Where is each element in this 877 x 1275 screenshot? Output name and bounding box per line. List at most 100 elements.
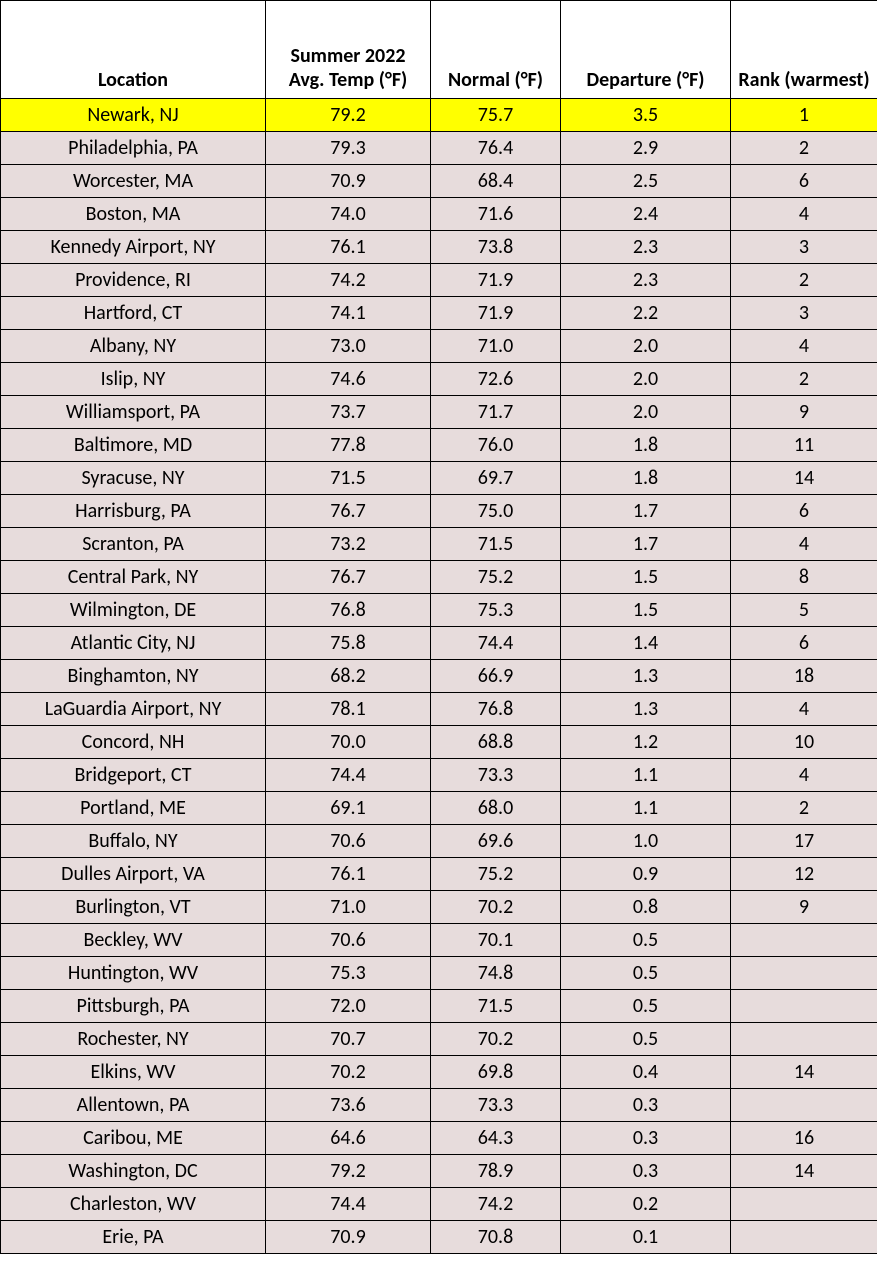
table-row: Erie, PA70.970.80.1 (1, 1221, 877, 1254)
cell-avg: 78.1 (266, 693, 431, 726)
cell-departure: 2.2 (561, 297, 731, 330)
cell-location: Worcester, MA (1, 165, 266, 198)
cell-avg: 74.4 (266, 1188, 431, 1221)
cell-departure: 2.3 (561, 264, 731, 297)
cell-avg: 70.6 (266, 825, 431, 858)
table-row: Caribou, ME64.664.30.316 (1, 1122, 877, 1155)
cell-rank: 8 (731, 561, 877, 594)
cell-rank: 12 (731, 858, 877, 891)
cell-normal: 71.5 (431, 990, 561, 1023)
cell-location: Allentown, PA (1, 1089, 266, 1122)
cell-location: Atlantic City, NJ (1, 627, 266, 660)
cell-normal: 68.8 (431, 726, 561, 759)
cell-location: Washington, DC (1, 1155, 266, 1188)
cell-departure: 1.4 (561, 627, 731, 660)
cell-normal: 71.0 (431, 330, 561, 363)
cell-rank: 1 (731, 99, 877, 132)
table-row: Binghamton, NY68.266.91.318 (1, 660, 877, 693)
table-row: Wilmington, DE76.875.31.55 (1, 594, 877, 627)
cell-rank: 4 (731, 528, 877, 561)
cell-normal: 69.7 (431, 462, 561, 495)
table-row: Syracuse, NY71.569.71.814 (1, 462, 877, 495)
table-row: Scranton, PA73.271.51.74 (1, 528, 877, 561)
cell-rank (731, 1221, 877, 1254)
cell-avg: 68.2 (266, 660, 431, 693)
cell-avg: 70.2 (266, 1056, 431, 1089)
cell-location: Kennedy Airport, NY (1, 231, 266, 264)
table-row: Kennedy Airport, NY76.173.82.33 (1, 231, 877, 264)
cell-rank: 6 (731, 495, 877, 528)
cell-rank: 2 (731, 132, 877, 165)
cell-location: Scranton, PA (1, 528, 266, 561)
cell-normal: 76.8 (431, 693, 561, 726)
cell-normal: 72.6 (431, 363, 561, 396)
cell-departure: 1.3 (561, 660, 731, 693)
cell-avg: 70.7 (266, 1023, 431, 1056)
cell-departure: 3.5 (561, 99, 731, 132)
cell-location: Wilmington, DE (1, 594, 266, 627)
cell-location: Harrisburg, PA (1, 495, 266, 528)
cell-normal: 75.2 (431, 858, 561, 891)
cell-avg: 73.2 (266, 528, 431, 561)
cell-location: Islip, NY (1, 363, 266, 396)
cell-normal: 73.3 (431, 759, 561, 792)
cell-avg: 64.6 (266, 1122, 431, 1155)
cell-normal: 64.3 (431, 1122, 561, 1155)
table-row: Huntington, WV75.374.80.5 (1, 957, 877, 990)
cell-departure: 1.8 (561, 429, 731, 462)
cell-departure: 1.7 (561, 495, 731, 528)
table-row: Providence, RI74.271.92.32 (1, 264, 877, 297)
cell-location: Pittsburgh, PA (1, 990, 266, 1023)
cell-rank (731, 1023, 877, 1056)
cell-rank: 14 (731, 1056, 877, 1089)
cell-rank (731, 1089, 877, 1122)
cell-normal: 70.1 (431, 924, 561, 957)
cell-normal: 66.9 (431, 660, 561, 693)
cell-departure: 0.3 (561, 1089, 731, 1122)
cell-normal: 75.0 (431, 495, 561, 528)
cell-rank: 4 (731, 693, 877, 726)
cell-departure: 0.3 (561, 1155, 731, 1188)
cell-departure: 0.5 (561, 924, 731, 957)
cell-location: Bridgeport, CT (1, 759, 266, 792)
cell-location: Rochester, NY (1, 1023, 266, 1056)
cell-location: Binghamton, NY (1, 660, 266, 693)
cell-normal: 75.7 (431, 99, 561, 132)
cell-normal: 71.7 (431, 396, 561, 429)
cell-location: Elkins, WV (1, 1056, 266, 1089)
cell-location: Boston, MA (1, 198, 266, 231)
temperature-table: Location Summer 2022 Avg. Temp (°F) Norm… (0, 0, 877, 1254)
cell-departure: 0.5 (561, 957, 731, 990)
cell-avg: 70.9 (266, 1221, 431, 1254)
table-header: Location Summer 2022 Avg. Temp (°F) Norm… (1, 1, 877, 99)
table-row: Albany, NY73.071.02.04 (1, 330, 877, 363)
cell-location: Concord, NH (1, 726, 266, 759)
cell-location: Newark, NJ (1, 99, 266, 132)
cell-rank: 5 (731, 594, 877, 627)
cell-departure: 0.9 (561, 858, 731, 891)
cell-departure: 0.5 (561, 990, 731, 1023)
cell-departure: 1.0 (561, 825, 731, 858)
cell-normal: 71.9 (431, 264, 561, 297)
cell-location: Portland, ME (1, 792, 266, 825)
table-row: Atlantic City, NJ75.874.41.46 (1, 627, 877, 660)
header-location: Location (1, 1, 266, 99)
cell-normal: 75.2 (431, 561, 561, 594)
table-row: LaGuardia Airport, NY78.176.81.34 (1, 693, 877, 726)
table-row: Buffalo, NY70.669.61.017 (1, 825, 877, 858)
cell-avg: 76.7 (266, 561, 431, 594)
cell-departure: 2.0 (561, 396, 731, 429)
cell-avg: 76.1 (266, 231, 431, 264)
cell-normal: 69.8 (431, 1056, 561, 1089)
cell-rank: 4 (731, 759, 877, 792)
table-row: Charleston, WV74.474.20.2 (1, 1188, 877, 1221)
cell-normal: 71.6 (431, 198, 561, 231)
cell-normal: 74.4 (431, 627, 561, 660)
cell-normal: 69.6 (431, 825, 561, 858)
cell-normal: 76.0 (431, 429, 561, 462)
cell-departure: 0.1 (561, 1221, 731, 1254)
cell-rank: 10 (731, 726, 877, 759)
cell-rank: 11 (731, 429, 877, 462)
cell-rank (731, 1188, 877, 1221)
cell-rank: 3 (731, 231, 877, 264)
